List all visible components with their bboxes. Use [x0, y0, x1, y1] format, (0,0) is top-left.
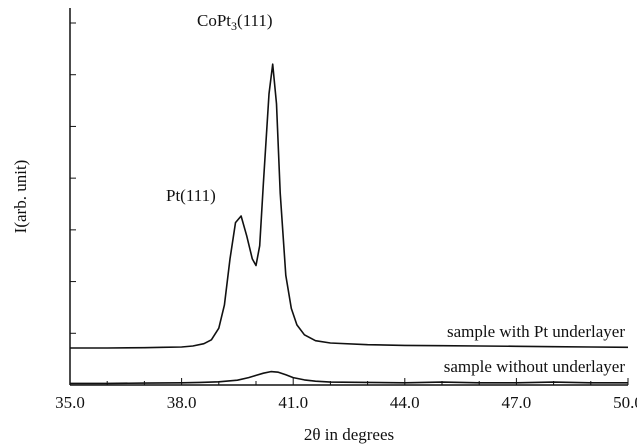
peak-label-copt3: CoPt3(111) [197, 11, 273, 33]
x-tick-label: 41.0 [278, 393, 308, 412]
series-labels: sample with Pt underlayer sample without … [444, 322, 626, 376]
x-tick-label: 38.0 [167, 393, 197, 412]
x-tick-label: 35.0 [55, 393, 85, 412]
peak-label-pt: Pt(111) [166, 186, 216, 205]
y-ticks [70, 22, 76, 386]
x-tick-label: 50.0 [613, 393, 637, 412]
axes [69, 8, 628, 386]
series-layer [70, 63, 629, 385]
x-tick-label: 44.0 [390, 393, 420, 412]
series-line-1 [70, 63, 629, 349]
y-axis-title: I(arb. unit) [11, 160, 30, 234]
series-label-2: sample without underlayer [444, 357, 626, 376]
series-label-1: sample with Pt underlayer [447, 322, 625, 341]
x-tick-label: 47.0 [502, 393, 532, 412]
series-line-2 [70, 370, 628, 385]
x-axis-title: 2θ in degrees [304, 425, 394, 444]
